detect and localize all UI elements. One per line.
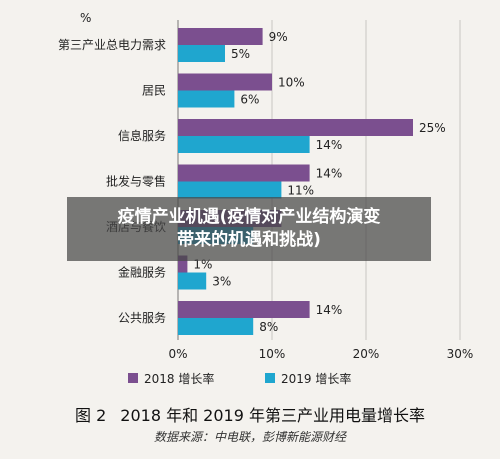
legend-swatch xyxy=(128,373,138,383)
data-label: 9% xyxy=(269,30,288,44)
data-label: 8% xyxy=(259,320,278,334)
bar-2018 xyxy=(178,28,263,45)
bar-2019 xyxy=(178,45,225,62)
data-label: 11% xyxy=(287,184,314,198)
source-note: 数据来源：中电联，彭博新能源财经 xyxy=(153,430,346,444)
figure-number: 图 2 xyxy=(75,406,107,425)
bar-2018 xyxy=(178,164,310,182)
data-label: 14% xyxy=(316,303,343,317)
category-label: 第三产业总电力需求 xyxy=(58,38,166,52)
title-overlay: 疫情产业机遇(疫情对产业结构演变 带来的机遇和挑战) xyxy=(67,197,431,261)
data-label: 1% xyxy=(193,258,212,272)
data-label: 5% xyxy=(231,47,250,61)
x-tick-label: 0% xyxy=(168,347,187,361)
x-tick-label: 20% xyxy=(353,347,380,361)
x-tick-label: 10% xyxy=(259,347,286,361)
data-label: 14% xyxy=(316,167,343,181)
bar-2018 xyxy=(178,119,413,136)
bars: 9%5%10%6%25%14%14%11%1%3%14%8% xyxy=(178,28,446,335)
category-label: 批发与零售 xyxy=(106,174,166,189)
data-label: 14% xyxy=(316,138,343,152)
x-tick-label: 30% xyxy=(447,347,474,361)
tick-labels: 0% 10% 20% 30% xyxy=(168,347,473,361)
data-label: 3% xyxy=(212,275,231,289)
legend: 2018 增长率 2019 增长率 xyxy=(128,371,351,386)
bar-2018 xyxy=(178,255,188,273)
bar-2019 xyxy=(178,181,282,199)
data-label: 25% xyxy=(419,121,446,135)
legend-label: 2019 增长率 xyxy=(281,371,351,386)
bar-2018 xyxy=(178,73,272,91)
bar-2018 xyxy=(178,301,310,318)
data-label: 10% xyxy=(278,76,305,90)
figure-title: 2018 年和 2019 年第三产业用电量增长率 xyxy=(120,406,425,425)
bar-2019 xyxy=(178,136,310,153)
category-labels: 第三产业总电力需求居民信息服务批发与零售酒店与餐饮金融服务公共服务 xyxy=(58,38,166,325)
legend-label: 2018 增长率 xyxy=(144,371,214,386)
bar-2019 xyxy=(178,90,235,108)
unit-label: % xyxy=(80,11,91,25)
overlay-line-2: 带来的机遇和挑战) xyxy=(177,230,321,250)
bar-chart: % 9%5%10%6%25%14%14%11%1%3%14%8% 第三产业总电力… xyxy=(58,11,473,386)
data-label: 6% xyxy=(240,93,259,107)
category-label: 金融服务 xyxy=(118,265,166,280)
figure-caption: 图 2 2018 年和 2019 年第三产业用电量增长率 xyxy=(0,402,500,426)
bar-2019 xyxy=(178,272,207,290)
category-label: 居民 xyxy=(142,84,166,98)
overlay-line-1: 疫情产业机遇(疫情对产业结构演变 xyxy=(117,207,381,227)
category-label: 公共服务 xyxy=(118,310,166,325)
bar-2019 xyxy=(178,318,254,335)
legend-swatch xyxy=(265,373,275,383)
category-label: 信息服务 xyxy=(118,128,166,143)
